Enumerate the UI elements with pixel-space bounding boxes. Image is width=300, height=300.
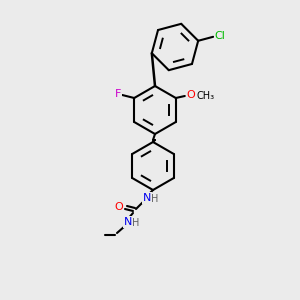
Text: O: O (186, 90, 195, 100)
Text: N: N (124, 217, 132, 227)
Text: O: O (115, 202, 123, 212)
Text: H: H (151, 194, 159, 204)
Text: Cl: Cl (215, 31, 226, 41)
Text: F: F (115, 89, 122, 99)
Text: H: H (132, 218, 140, 228)
Text: N: N (143, 193, 151, 203)
Text: CH₃: CH₃ (197, 91, 215, 101)
